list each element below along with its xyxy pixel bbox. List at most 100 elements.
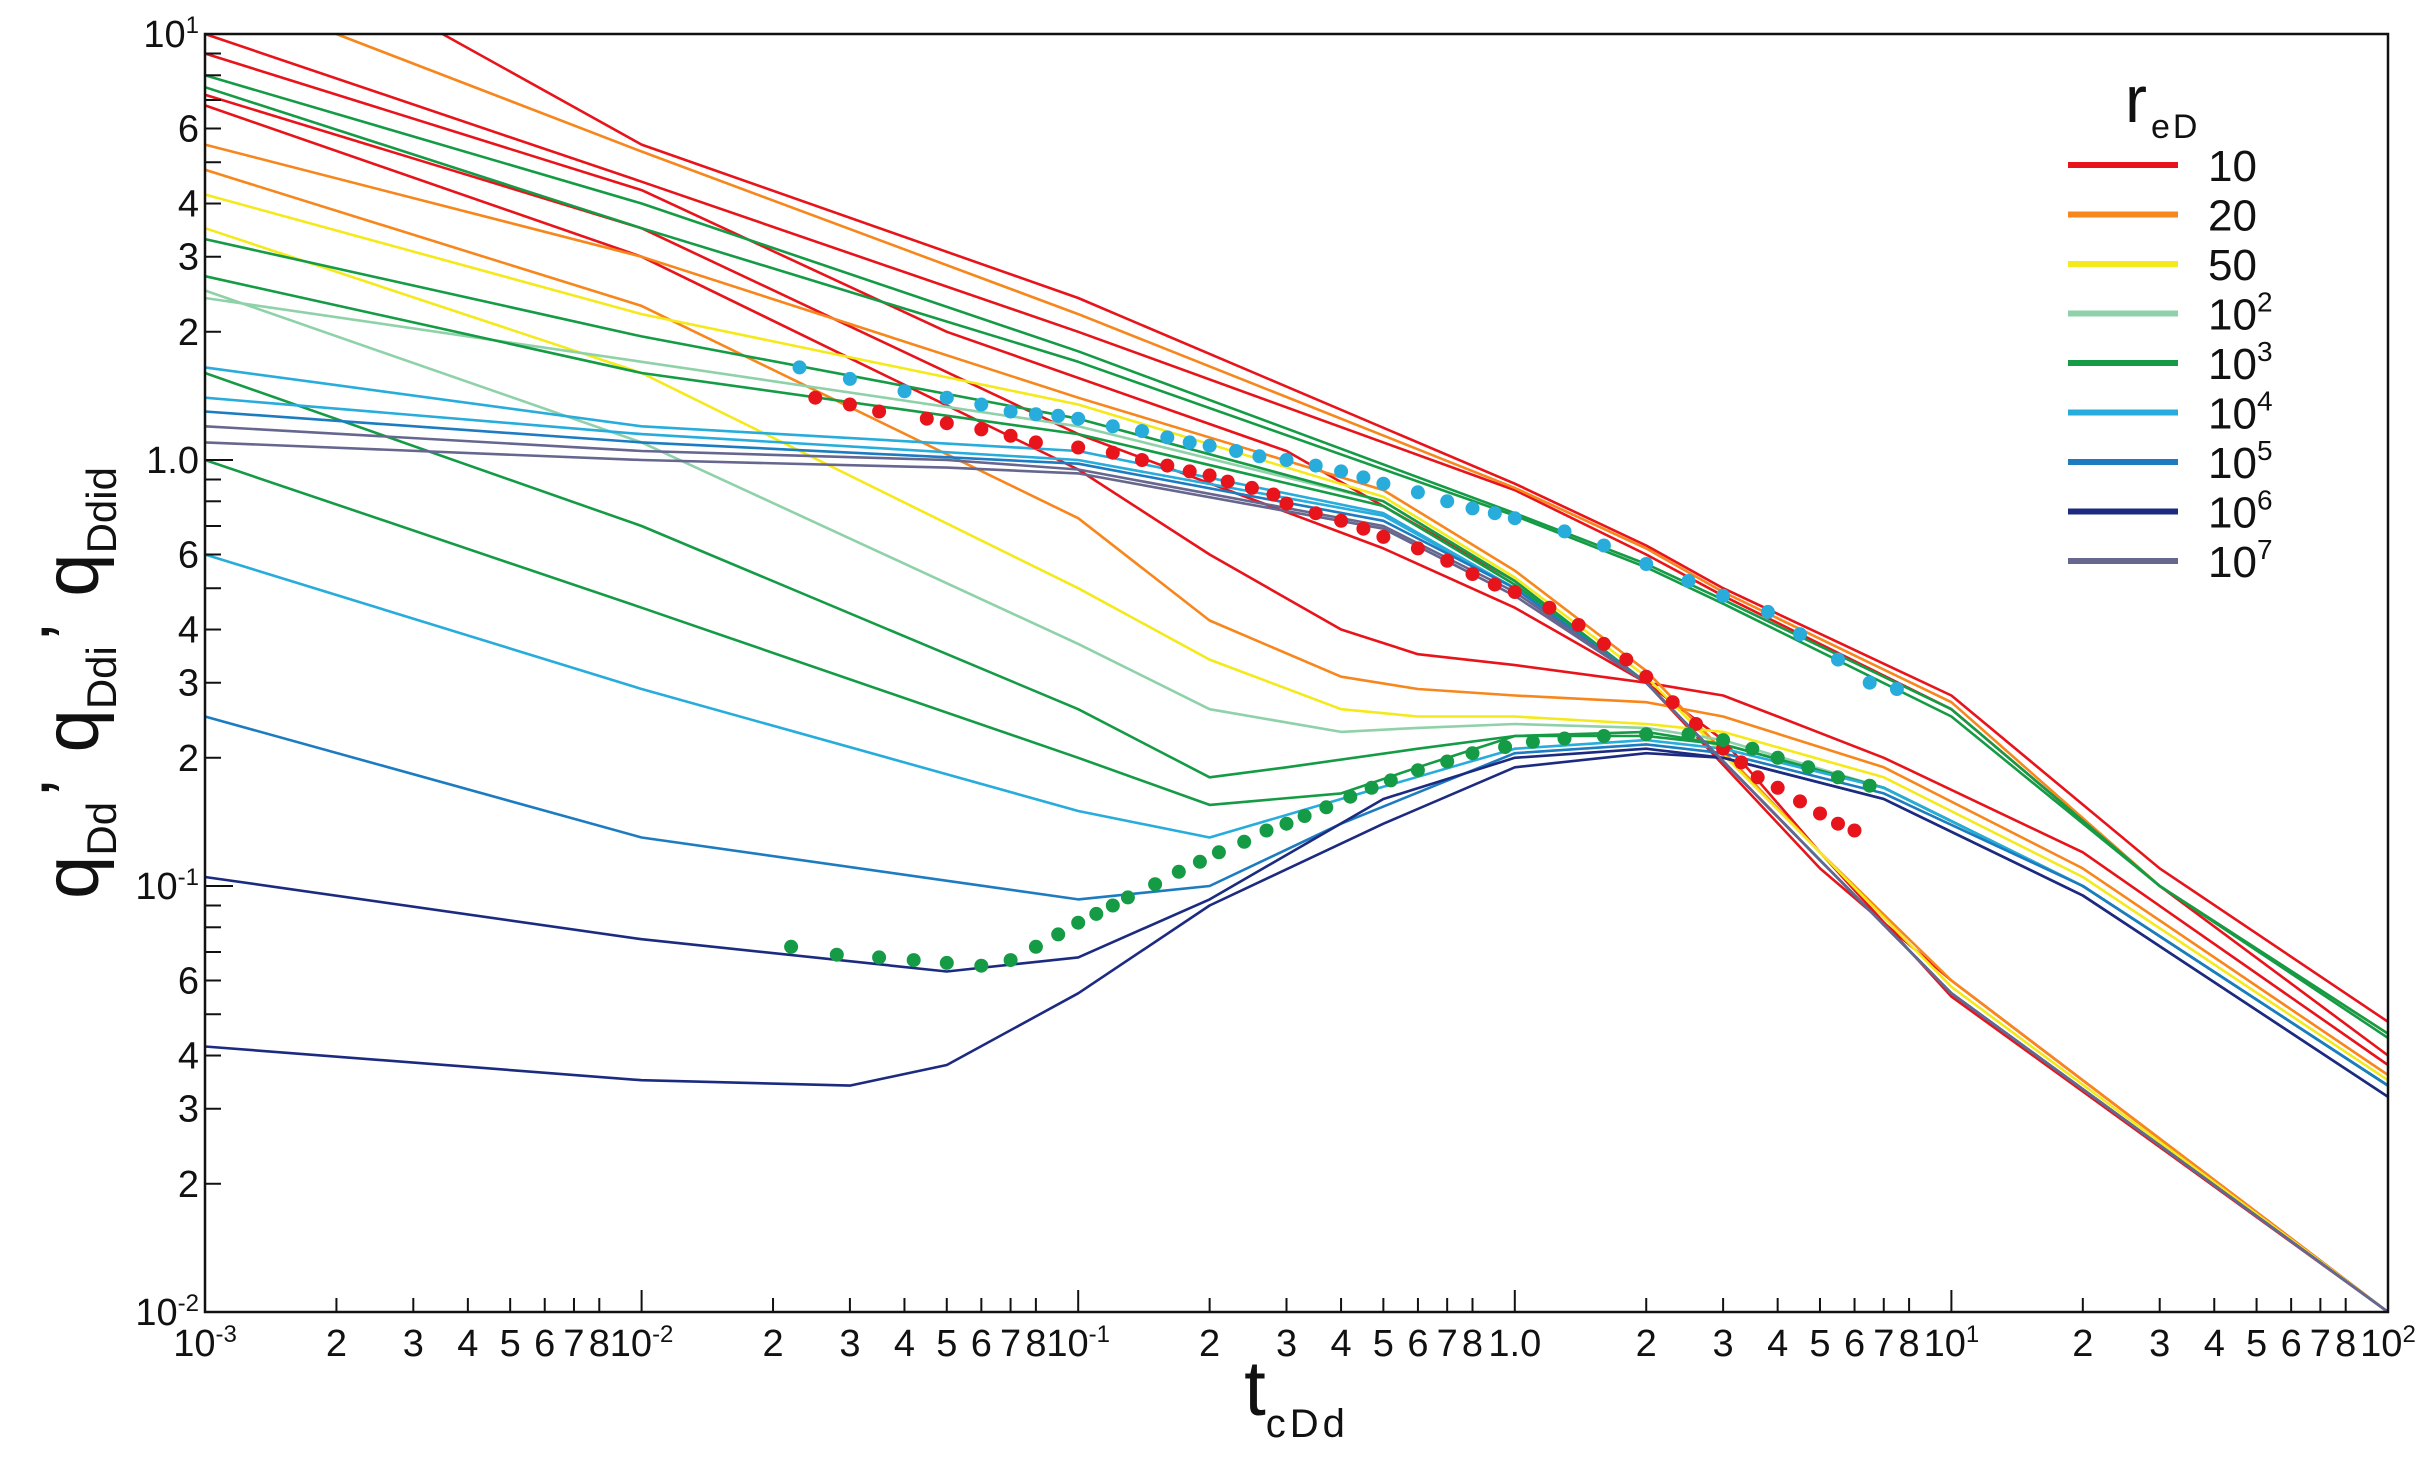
data-point — [1105, 419, 1120, 434]
curve-20-6 — [204, 143, 2389, 1314]
curve-10-3 — [204, 93, 2389, 1314]
x-tick-label: 6 — [534, 1323, 555, 1365]
data-point — [1334, 464, 1349, 479]
curve-50-9 — [204, 193, 2389, 1314]
legend-label: 104 — [2208, 386, 2273, 439]
x-tick-label: 10-2 — [610, 1321, 674, 1365]
x-tick-label: 2 — [1199, 1323, 1220, 1365]
data-point — [1770, 750, 1785, 765]
data-point — [1410, 541, 1425, 556]
curve-10e6-24 — [204, 751, 2389, 1098]
x-axis-title-main: t — [1244, 1344, 1266, 1432]
data-point — [974, 397, 989, 412]
x-tick-label: 2 — [2072, 1323, 2093, 1365]
data-point — [1148, 877, 1163, 892]
curve-20-5 — [335, 32, 2389, 1035]
data-point — [1487, 506, 1502, 521]
data-point — [1105, 445, 1120, 460]
x-tick-label: 4 — [1330, 1323, 1351, 1365]
data-point — [1862, 778, 1877, 793]
x-tick-label: 4 — [2204, 1323, 2225, 1365]
y-axis: 10-2 2 3 4 6 10-1 2 3 4 6 1.0 2 3 4 6 101 — [135, 12, 233, 1334]
data-point — [1813, 806, 1827, 821]
y-tick-label: 6 — [178, 535, 199, 577]
data-point — [1244, 480, 1259, 495]
legend-label: 20 — [2208, 192, 2257, 241]
y-axis-title-2-main: q — [27, 709, 115, 752]
data-point — [1376, 529, 1391, 544]
data-point — [1051, 408, 1066, 423]
data-point — [974, 958, 989, 973]
x-tick-label: 8 — [1899, 1323, 1920, 1365]
data-point — [1308, 506, 1323, 521]
data-point — [1847, 823, 1862, 838]
x-tick-label: 2 — [326, 1323, 347, 1365]
x-tick-label: 5 — [2246, 1323, 2267, 1365]
legend-label: 10 — [2208, 142, 2257, 191]
curve-20-7 — [204, 168, 2389, 1077]
data-point — [1003, 953, 1018, 968]
x-tick-label: 7 — [2310, 1323, 2331, 1365]
y-axis-title-1-main: q — [27, 856, 115, 899]
x-axis-title-sub: cDd — [1266, 1402, 1349, 1446]
marker-series-2 — [784, 727, 1877, 973]
data-point — [1507, 585, 1522, 599]
x-tick-label: 3 — [403, 1323, 424, 1365]
legend-label: 103 — [2208, 336, 2273, 389]
y-axis-title-1-sub: Dd — [78, 802, 125, 856]
y-axis-title-2-sub: Ddi — [78, 646, 125, 709]
x-tick-label: 3 — [839, 1323, 860, 1365]
y-tick-label: 4 — [178, 610, 199, 652]
x-tick-label: 5 — [500, 1323, 521, 1365]
data-point — [784, 939, 799, 954]
data-point — [1557, 731, 1572, 746]
data-point — [1619, 652, 1634, 667]
data-point — [842, 397, 857, 412]
x-tick-label: 6 — [1844, 1323, 1865, 1365]
legend-title-sub: eD — [2151, 108, 2200, 146]
curve-10-0 — [441, 32, 2389, 1023]
data-point — [1202, 468, 1217, 483]
data-point — [1089, 906, 1104, 921]
x-tick-label: 8 — [589, 1323, 610, 1365]
x-tick-label: 8 — [2335, 1323, 2356, 1365]
y-tick-label: 4 — [178, 184, 199, 226]
x-tick-label: 4 — [894, 1323, 915, 1365]
x-tick-label: 6 — [1407, 1323, 1428, 1365]
data-point — [939, 390, 954, 405]
y-tick-label: 2 — [178, 1164, 199, 1206]
x-tick-label: 3 — [1713, 1323, 1734, 1365]
data-point — [897, 384, 912, 399]
y-tick-label: 10-1 — [135, 864, 199, 908]
data-point — [1465, 501, 1480, 516]
x-axis-label: tcDd — [1244, 1344, 1349, 1446]
y-axis-title-sep-1: ʼ — [27, 779, 115, 796]
y-tick-label: 101 — [143, 12, 199, 56]
data-point — [1343, 789, 1358, 804]
legend-label: 107 — [2208, 534, 2273, 587]
data-point — [1171, 864, 1186, 879]
data-point — [1639, 557, 1654, 571]
data-point — [1383, 773, 1398, 788]
field-data-markers — [784, 360, 1904, 973]
data-point — [1831, 816, 1845, 831]
data-point — [1105, 898, 1120, 913]
data-point — [872, 404, 887, 419]
x-tick-label: 10-1 — [1046, 1321, 1110, 1365]
data-point — [842, 371, 857, 386]
x-tick-label: 6 — [971, 1323, 992, 1365]
y-axis-label: qDdʼqDdiʼqDdid — [27, 467, 125, 899]
data-point — [1689, 717, 1703, 731]
x-tick-label: 1.0 — [1488, 1323, 1541, 1365]
data-point — [1071, 411, 1086, 426]
x-tick-label: 5 — [936, 1323, 957, 1365]
data-point — [1003, 428, 1018, 443]
data-point — [1793, 794, 1807, 809]
data-point — [1542, 600, 1557, 615]
data-point — [1862, 675, 1877, 690]
x-tick-label: 101 — [1924, 1321, 1980, 1365]
y-axis-title-sep-2: ʼ — [27, 623, 115, 640]
